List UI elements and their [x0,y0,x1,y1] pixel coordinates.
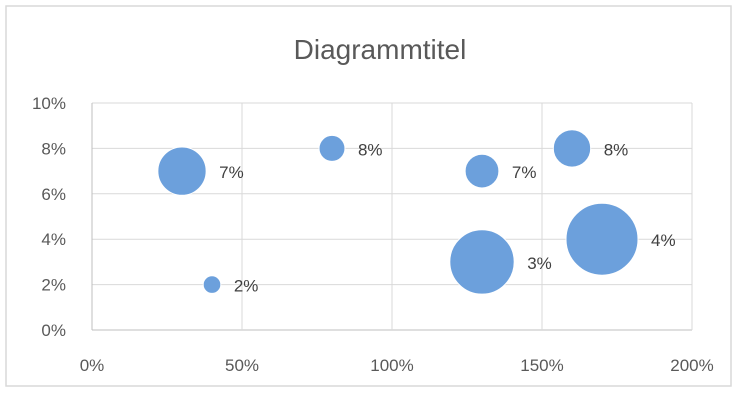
data-label: 8% [358,140,383,159]
data-label: 2% [234,277,259,296]
bubble [157,146,207,196]
x-tick-label: 0% [80,356,105,375]
x-tick-label: 200% [670,356,713,375]
bubble [464,153,500,189]
data-label: 7% [512,163,537,182]
data-label: 8% [604,140,629,159]
y-tick-label: 2% [41,276,66,295]
bubbles [157,129,639,295]
x-tick-label: 50% [225,356,259,375]
data-label: 3% [527,254,552,273]
y-tick-label: 0% [41,321,66,340]
data-label: 4% [651,231,676,250]
y-tick-label: 4% [41,230,66,249]
x-tick-label: 150% [520,356,563,375]
y-tick-label: 6% [41,185,66,204]
x-tick-label: 100% [370,356,413,375]
y-tick-label: 8% [41,139,66,158]
bubble [552,129,592,168]
gridlines [91,102,693,331]
data-label: 7% [219,163,244,182]
chart-title: Diagrammtitel [294,34,467,65]
data-labels: 7% 2% 8% 7% 3% 8% 4% [219,140,675,295]
bubble [318,134,346,162]
bubble [449,229,515,295]
axes: 0% 2% 4% 6% 8% 10% 0% 50% 100% 150% 200% [32,94,714,375]
y-tick-label: 10% [32,94,66,113]
bubble [202,275,222,294]
bubble [565,202,639,276]
chart-border [5,5,732,387]
